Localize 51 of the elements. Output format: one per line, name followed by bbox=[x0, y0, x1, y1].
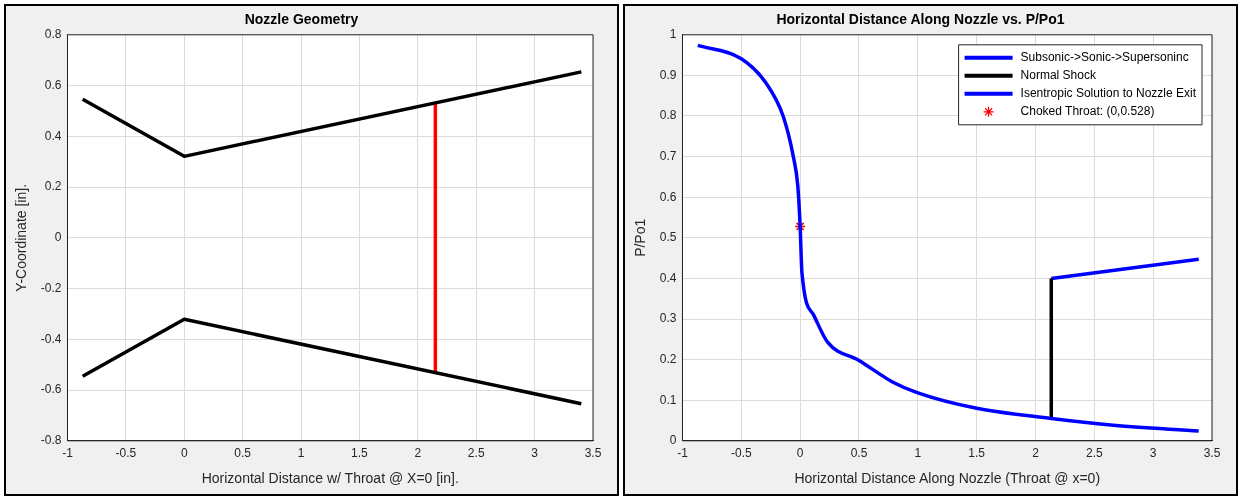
x-tick-label: 3.5 bbox=[1203, 446, 1221, 461]
y-tick-label: 1 bbox=[669, 27, 677, 42]
y-tick-label: 0.1 bbox=[659, 392, 677, 407]
x-tick-label: 1.5 bbox=[968, 446, 986, 461]
y-axis-title: Y-Coordinate [in]. bbox=[13, 183, 30, 292]
y-tick-label: 0.4 bbox=[659, 270, 677, 285]
y-tick-label: -0.2 bbox=[40, 280, 62, 295]
y-tick-label: -0.4 bbox=[40, 331, 62, 346]
x-axis-title: Horizontal Distance Along Nozzle (Throat @ x=0) bbox=[794, 470, 1101, 487]
x-tick-label: 2 bbox=[1032, 446, 1040, 461]
x-tick-label: 2.5 bbox=[467, 446, 485, 461]
x-tick-label: 0.5 bbox=[850, 446, 868, 461]
y-tick-label: 0 bbox=[54, 230, 62, 245]
y-tick-label: 0.6 bbox=[659, 189, 677, 204]
x-tick-label: 0.5 bbox=[234, 446, 252, 461]
x-tick-label: 1.5 bbox=[351, 446, 369, 461]
y-tick-label: 0.8 bbox=[44, 27, 62, 42]
x-tick-label: 2.5 bbox=[1085, 446, 1103, 461]
x-tick-label: 0 bbox=[180, 446, 188, 461]
x-axis-title: Horizontal Distance w/ Throat @ X=0 [in]. bbox=[201, 470, 459, 487]
y-tick-label: 0.2 bbox=[659, 351, 677, 366]
x-tick-label: -1 bbox=[62, 446, 74, 461]
y-tick-label: -0.6 bbox=[40, 382, 62, 397]
chart-title: Nozzle Geometry bbox=[244, 11, 359, 28]
y-tick-label: 0.2 bbox=[44, 179, 62, 194]
line-series bbox=[696, 43, 1201, 433]
x-tick-label: 0 bbox=[796, 446, 804, 461]
y-tick-label: 0.5 bbox=[659, 230, 677, 245]
y-tick-label: 0.9 bbox=[659, 67, 677, 82]
legend-label: Isentropic Solution to Nozzle Exit bbox=[1020, 86, 1197, 101]
x-tick-label: -1 bbox=[677, 446, 689, 461]
legend-label: Normal Shock bbox=[1020, 68, 1097, 83]
legend-label: Subsonic->Sonic->Supersoninc bbox=[1020, 50, 1189, 65]
y-tick-label: 0.4 bbox=[44, 128, 62, 143]
x-tick-label: 3.5 bbox=[584, 446, 602, 461]
y-axis-title: P/Po1 bbox=[632, 218, 649, 257]
x-tick-label: 2 bbox=[414, 446, 422, 461]
x-tick-label: -0.5 bbox=[115, 446, 137, 461]
y-tick-label: 0.7 bbox=[659, 148, 677, 163]
x-tick-label: 1 bbox=[297, 446, 305, 461]
legend-label: Choked Throat: (0,0.528) bbox=[1020, 104, 1155, 119]
y-tick-label: 0.8 bbox=[659, 108, 677, 123]
y-tick-label: 0.3 bbox=[659, 311, 677, 326]
y-tick-label: -0.8 bbox=[40, 433, 62, 448]
x-tick-label: 3 bbox=[531, 446, 539, 461]
y-tick-label: 0.6 bbox=[44, 77, 62, 92]
x-tick-label: 3 bbox=[1149, 446, 1157, 461]
x-tick-label: -0.5 bbox=[730, 446, 752, 461]
y-tick-label: 0 bbox=[669, 433, 677, 448]
chart-title: Horizontal Distance Along Nozzle vs. P/Po1 bbox=[776, 11, 1065, 28]
x-tick-label: 1 bbox=[914, 446, 922, 461]
